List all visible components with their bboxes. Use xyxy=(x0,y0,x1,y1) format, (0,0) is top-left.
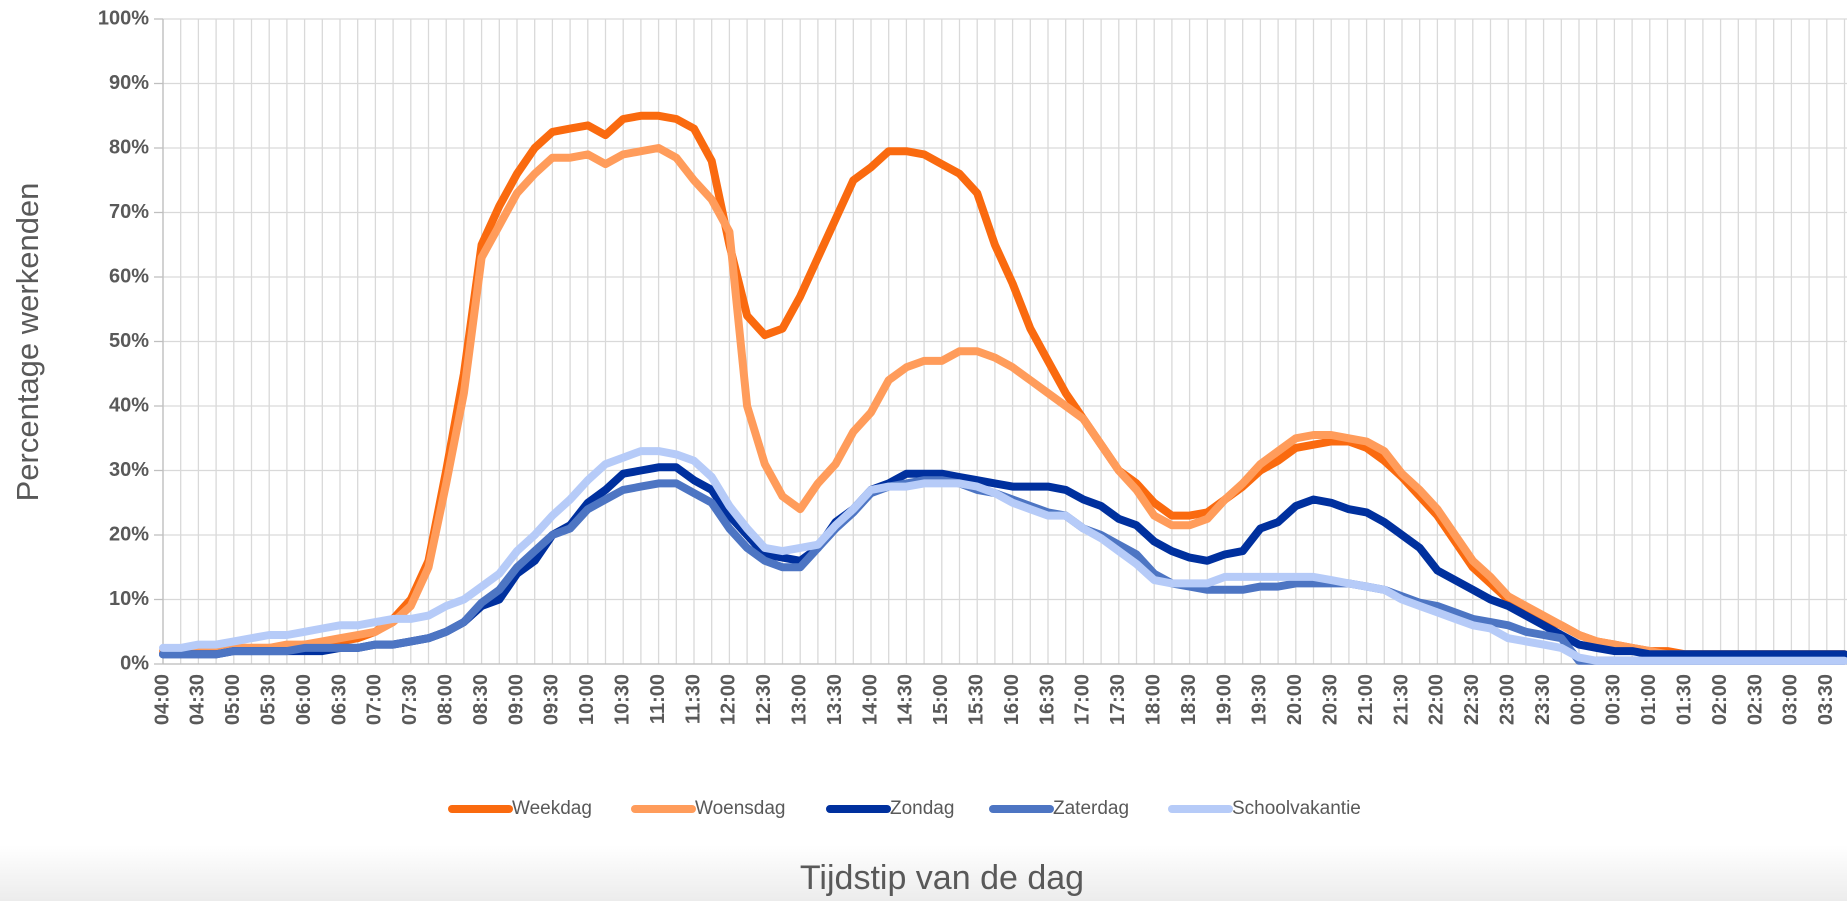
legend-label: Weekdag xyxy=(512,798,592,819)
x-axis-title: Tijdstip van de dag xyxy=(800,859,1084,897)
y-tick-label: 0% xyxy=(120,652,149,674)
x-tick-label: 16:30 xyxy=(1036,674,1058,725)
legend-label: Zondag xyxy=(890,798,954,819)
y-tick-label: 90% xyxy=(109,72,149,94)
x-tick-label: 14:30 xyxy=(895,674,917,725)
y-tick-label: 50% xyxy=(109,330,149,352)
x-tick-label: 02:30 xyxy=(1744,674,1766,725)
y-tick-label: 30% xyxy=(109,459,149,481)
x-tick-label: 20:00 xyxy=(1284,674,1306,725)
x-tick-label: 11:30 xyxy=(682,674,704,724)
x-tick-label: 04:30 xyxy=(187,674,209,725)
x-tick-label: 05:00 xyxy=(222,674,244,725)
x-tick-label: 12:00 xyxy=(718,674,740,725)
series-line xyxy=(159,447,1847,665)
x-tick-label: 06:00 xyxy=(293,674,315,725)
x-tick-label: 13:30 xyxy=(824,674,846,725)
x-tick-label: 08:30 xyxy=(470,674,492,725)
x-tick-label: 15:00 xyxy=(930,674,952,725)
x-tick-label: 10:30 xyxy=(611,674,633,725)
y-tick-label: 80% xyxy=(109,136,149,158)
series-line xyxy=(159,144,1847,659)
x-tick-label: 21:30 xyxy=(1390,674,1412,725)
y-tick-label: 70% xyxy=(109,201,149,223)
y-tick-label: 100% xyxy=(98,7,149,29)
footer-band xyxy=(0,845,1847,901)
x-tick-label: 05:30 xyxy=(257,674,279,725)
series-line xyxy=(159,476,1847,665)
legend-label: Schoolvakantie xyxy=(1232,798,1361,819)
x-tick-label: 17:00 xyxy=(1072,674,1094,725)
x-tick-label: 19:00 xyxy=(1213,674,1235,725)
x-tick-label: 18:30 xyxy=(1178,674,1200,725)
x-tick-label: 04:00 xyxy=(151,674,173,725)
y-tick-label: 10% xyxy=(109,588,149,610)
x-tick-label: 01:00 xyxy=(1638,674,1660,725)
x-tick-label: 02:00 xyxy=(1709,674,1731,725)
x-tick-label: 09:00 xyxy=(505,674,527,725)
x-tick-label: 17:30 xyxy=(1107,674,1129,725)
legend-label: Woensdag xyxy=(695,798,786,819)
x-tick-label: 19:30 xyxy=(1249,674,1271,725)
x-tick-label: 07:30 xyxy=(399,674,421,725)
x-tick-label: 03:30 xyxy=(1815,674,1837,725)
y-tick-label: 40% xyxy=(109,394,149,416)
x-tick-label: 10:00 xyxy=(576,674,598,725)
x-tick-label: 20:30 xyxy=(1319,674,1341,725)
x-tick-label: 08:00 xyxy=(434,674,456,725)
x-tick-label: 12:30 xyxy=(753,674,775,725)
y-axis-title: Percentage werkenden xyxy=(10,183,45,502)
x-tick-label: 15:30 xyxy=(965,674,987,725)
x-tick-label: 23:30 xyxy=(1532,674,1554,725)
x-tick-label: 03:00 xyxy=(1780,674,1802,725)
x-tick-label: 09:30 xyxy=(541,674,563,725)
x-tick-label: 00:00 xyxy=(1567,674,1589,725)
x-tick-label: 01:30 xyxy=(1673,674,1695,725)
legend-label: Zaterdag xyxy=(1053,798,1129,819)
x-tick-label: 23:00 xyxy=(1496,674,1518,725)
series-line xyxy=(159,111,1847,659)
x-tick-label: 06:30 xyxy=(328,674,350,725)
x-tick-label: 00:30 xyxy=(1603,674,1625,725)
x-tick-label: 11:00 xyxy=(647,674,669,724)
x-tick-label: 22:30 xyxy=(1461,674,1483,725)
y-tick-label: 20% xyxy=(109,523,149,545)
x-tick-label: 14:00 xyxy=(859,674,881,725)
x-tick-label: 16:00 xyxy=(1001,674,1023,725)
x-tick-label: 22:00 xyxy=(1426,674,1448,725)
x-tick-label: 13:00 xyxy=(788,674,810,725)
x-tick-label: 18:00 xyxy=(1142,674,1164,725)
y-tick-label: 60% xyxy=(109,265,149,287)
x-tick-label: 21:00 xyxy=(1355,674,1377,725)
x-tick-label: 07:00 xyxy=(364,674,386,725)
